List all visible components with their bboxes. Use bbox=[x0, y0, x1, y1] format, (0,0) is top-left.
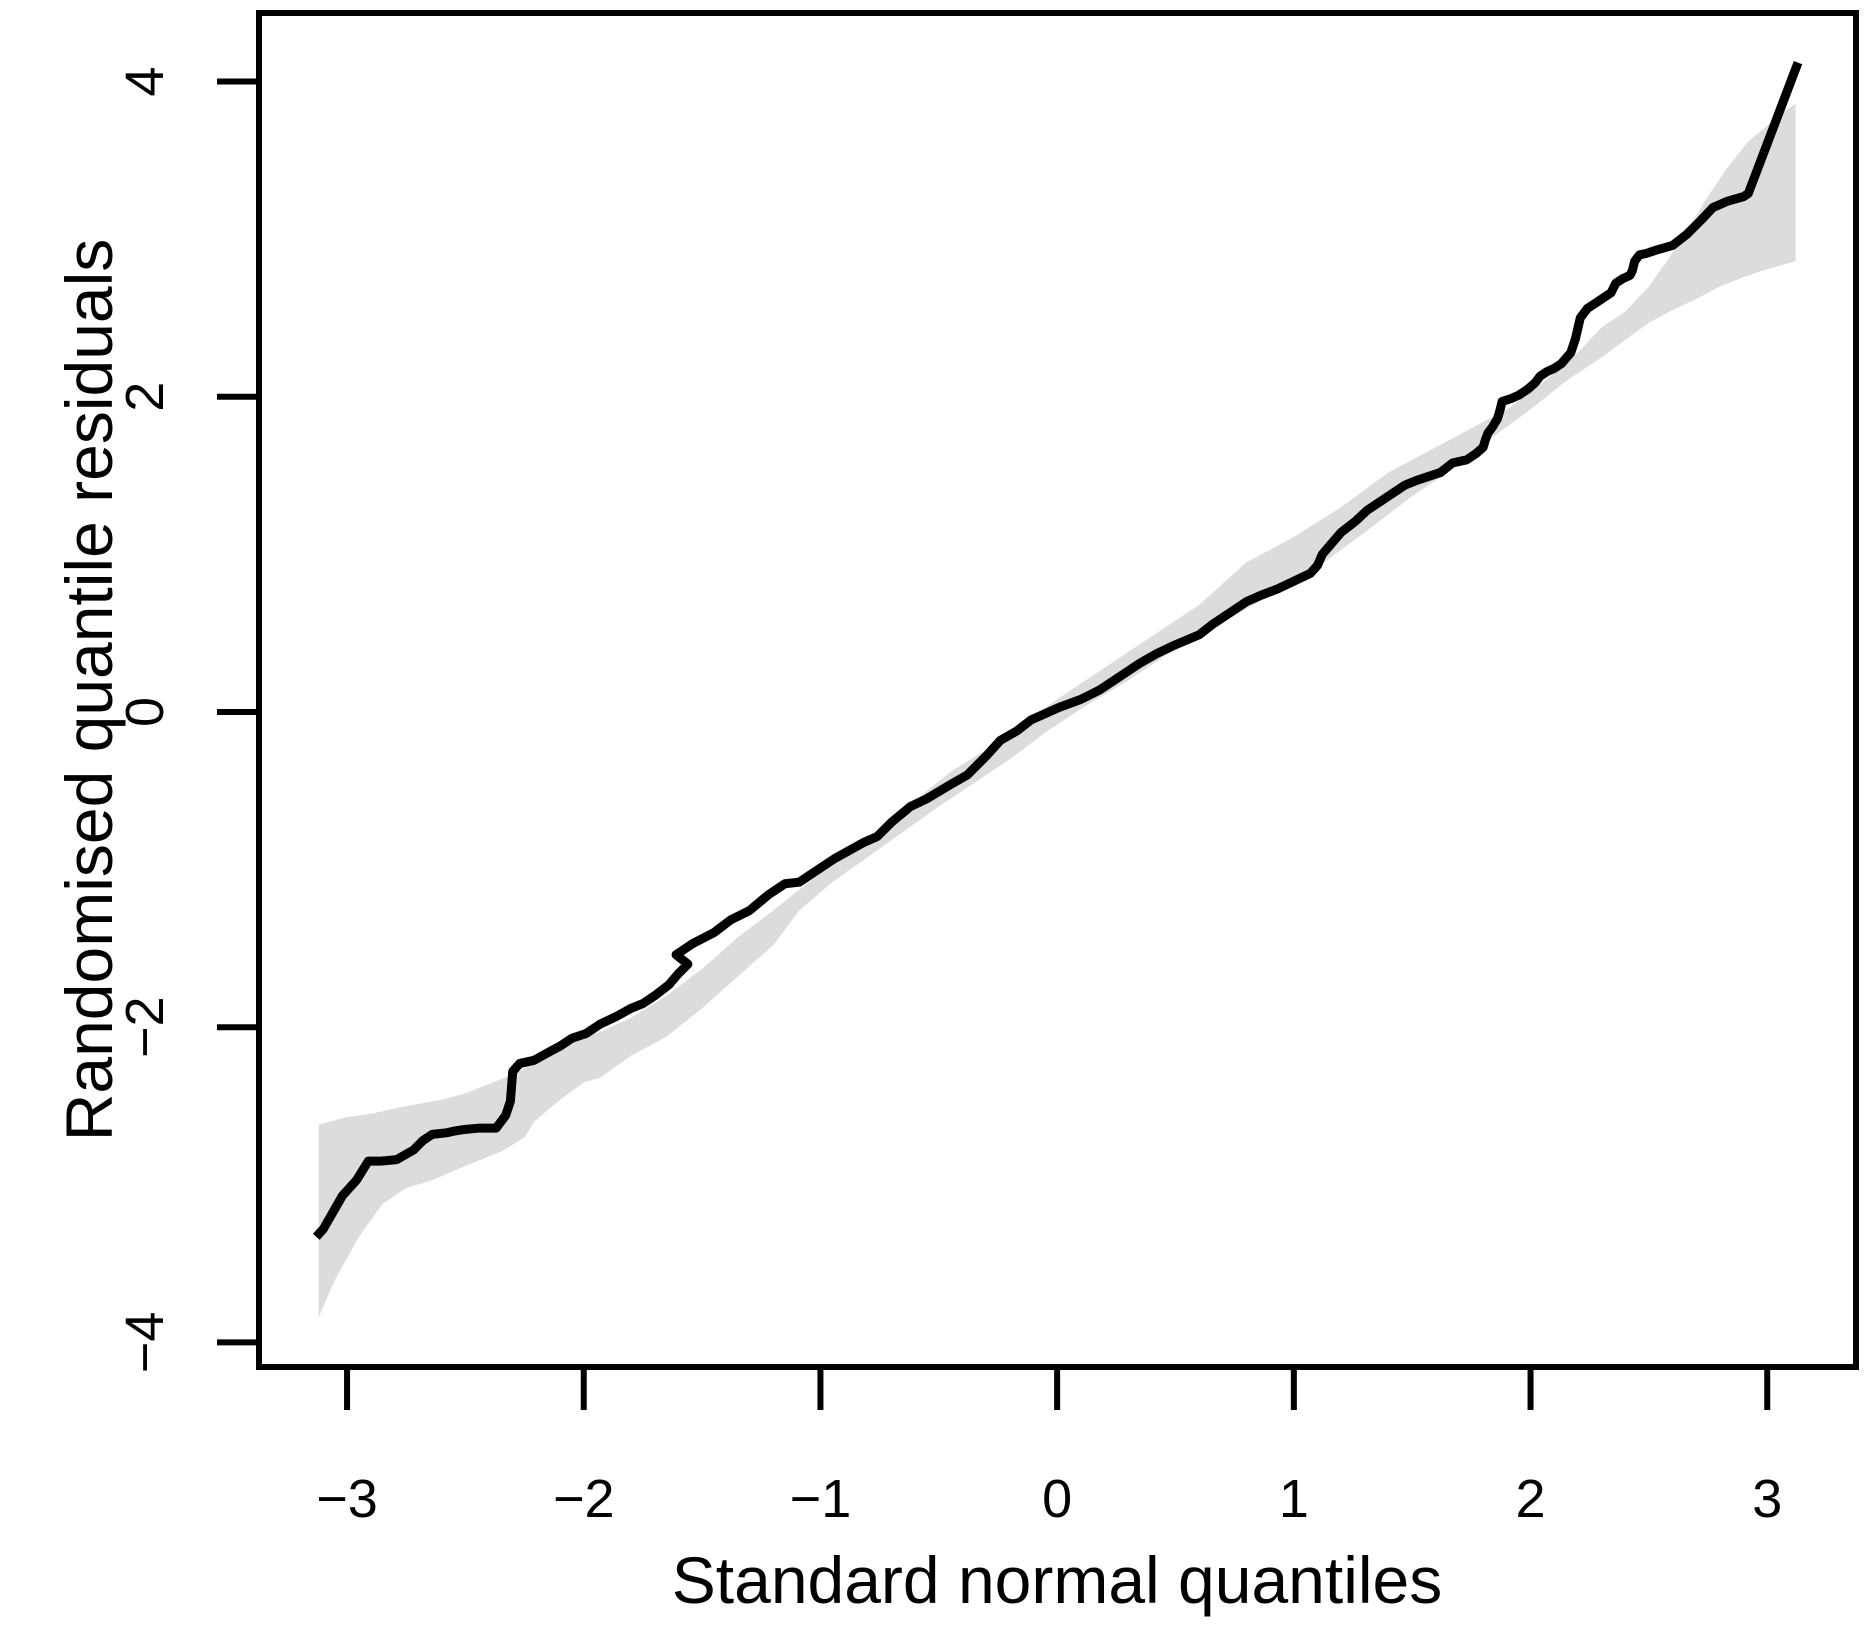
y-axis-ticks bbox=[217, 78, 259, 1346]
y-tick-label: −4 bbox=[115, 1312, 175, 1374]
x-tick-label: 2 bbox=[1516, 1469, 1546, 1529]
x-tick-label: 3 bbox=[1752, 1469, 1782, 1529]
y-axis-tick-labels: −4 −2 0 2 4 bbox=[115, 67, 175, 1374]
x-axis-tick-labels: −3 −2 −1 0 1 2 3 bbox=[316, 1469, 1782, 1529]
x-tick-label: 1 bbox=[1279, 1469, 1309, 1529]
plot-box bbox=[256, 10, 1859, 1370]
x-axis-label: Standard normal quantiles bbox=[672, 1543, 1442, 1617]
y-tick-label: 2 bbox=[115, 382, 175, 412]
x-tick-label: 0 bbox=[1042, 1469, 1072, 1529]
y-axis-label: Randomised quantile residuals bbox=[52, 239, 126, 1142]
y-tick-label: 0 bbox=[115, 697, 175, 727]
x-tick-label: −1 bbox=[790, 1469, 852, 1529]
qq-line bbox=[312, 61, 1803, 1240]
x-axis-ticks bbox=[344, 1367, 1771, 1410]
y-tick-label: −2 bbox=[115, 996, 175, 1058]
x-tick-label: −2 bbox=[553, 1469, 615, 1529]
qq-line-group bbox=[312, 61, 1803, 1240]
y-tick-label: 4 bbox=[115, 67, 175, 97]
x-tick-label: −3 bbox=[316, 1469, 378, 1529]
